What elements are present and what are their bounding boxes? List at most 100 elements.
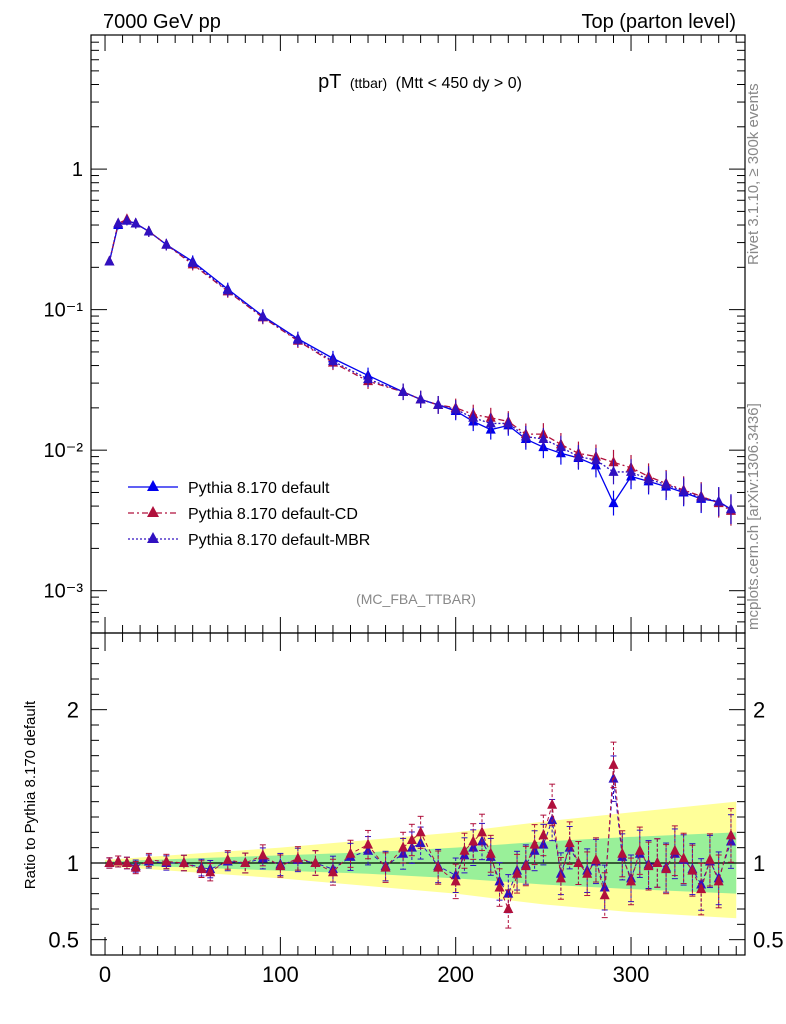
- data-point: [573, 450, 584, 461]
- data-point: [433, 398, 444, 409]
- xtick-label: 0: [99, 962, 111, 987]
- ratio-point: [643, 860, 654, 871]
- data-point: [538, 433, 549, 444]
- ratio-point: [476, 826, 487, 837]
- data-point: [485, 417, 496, 428]
- data-point: [713, 495, 724, 506]
- legend-entry: Pythia 8.170 default-CD: [128, 506, 358, 523]
- data-point: [222, 284, 233, 295]
- ratio-point: [599, 889, 610, 900]
- data-point: [415, 393, 426, 404]
- ratio-point: [161, 855, 172, 866]
- ratio-point: [363, 838, 374, 849]
- ratio-point: [327, 866, 338, 877]
- data-point: [608, 497, 619, 508]
- plot-title: pT (ttbar) (Mtt < 450 dy > 0): [318, 71, 522, 93]
- data-point: [130, 217, 141, 228]
- ratio-ytick-label: 1: [67, 851, 79, 876]
- ratio-point: [433, 861, 444, 872]
- ratio-series: [104, 741, 736, 929]
- title-main: pT: [318, 71, 341, 93]
- ratio-point: [590, 853, 601, 864]
- ratio-point: [582, 867, 593, 878]
- main-series: [104, 213, 736, 526]
- data-point: [661, 478, 672, 489]
- data-point: [398, 385, 409, 396]
- ratio-point: [599, 881, 610, 892]
- series-line: [108, 218, 732, 512]
- ratio-point: [547, 814, 558, 825]
- ratio-point: [687, 864, 698, 875]
- ratio-ytick-label-right: 1: [753, 851, 765, 876]
- ratio-point: [310, 857, 321, 867]
- ratio-point: [555, 872, 566, 883]
- ratio-point: [240, 857, 251, 867]
- ratio-point: [178, 857, 189, 867]
- ratio-ytick-label: 0.5: [48, 928, 79, 953]
- ratio-point: [634, 844, 645, 855]
- ratio-point: [196, 863, 207, 874]
- ratio-ytick-label-right: 2: [753, 698, 765, 723]
- ratio-point: [494, 881, 505, 892]
- legend-marker: [147, 506, 159, 517]
- data-point: [626, 465, 637, 476]
- data-point: [104, 255, 115, 266]
- main-ytick-label: 10⁻²: [44, 440, 84, 462]
- xtick-label: 200: [437, 962, 474, 987]
- ratio-point: [652, 857, 663, 867]
- data-point: [161, 238, 172, 249]
- data-point: [590, 454, 601, 465]
- ratio-ytick-label-right: 0.5: [753, 928, 784, 953]
- ratio-ticks: 0.5 0.5 1 1 2 2 0 100 200 300: [48, 633, 784, 987]
- ratio-point: [512, 867, 523, 878]
- ratio-series-1: [104, 741, 736, 929]
- title-sub2: (Mtt < 450 dy > 0): [396, 75, 522, 92]
- legend: Pythia 8.170 default Pythia 8.170 default…: [128, 480, 370, 549]
- series-line: [108, 219, 732, 510]
- data-point: [555, 441, 566, 452]
- ratio-point: [503, 903, 514, 913]
- main-ticks: 1 10⁻¹ 10⁻² 10⁻³: [44, 34, 745, 634]
- ratio-point: [257, 849, 268, 860]
- data-point: [696, 491, 707, 502]
- ratio-point: [363, 844, 374, 855]
- ratio-point: [704, 853, 715, 864]
- ratio-point: [459, 844, 470, 855]
- ratio-point: [415, 826, 426, 837]
- ratio-point: [617, 847, 628, 858]
- ratio-point: [292, 852, 303, 863]
- analysis-id: (MC_FBA_TTBAR): [356, 591, 476, 607]
- legend-entry: Pythia 8.170 default: [128, 480, 330, 497]
- data-point: [678, 485, 689, 496]
- main-ytick-label: 10⁻³: [44, 581, 84, 603]
- rivet-label: Rivet 3.1.10, ≥ 300k events: [745, 83, 762, 265]
- ratio-point: [661, 863, 672, 874]
- data-point: [113, 217, 124, 228]
- data-point: [363, 373, 374, 384]
- legend-marker: [147, 532, 159, 543]
- main-ytick-label: 1: [72, 159, 83, 181]
- xtick-label: 100: [262, 962, 299, 987]
- ratio-point: [468, 835, 479, 846]
- legend-label: Pythia 8.170 default-MBR: [188, 532, 370, 549]
- data-point: [725, 503, 736, 514]
- header-right: Top (parton level): [581, 11, 736, 33]
- data-point: [327, 355, 338, 366]
- ratio-point: [380, 861, 391, 872]
- ratio-point: [113, 855, 124, 866]
- ratio-point: [547, 798, 558, 809]
- data-point: [292, 333, 303, 344]
- ratio-point: [130, 861, 141, 872]
- legend-label: Pythia 8.170 default: [188, 480, 330, 497]
- data-point: [450, 403, 461, 414]
- ratio-point: [538, 829, 549, 840]
- ratio-ylabel: Ratio to Pythia 8.170 default: [22, 700, 39, 889]
- ratio-point: [406, 834, 417, 844]
- data-point: [468, 411, 479, 422]
- ratio-point: [669, 844, 680, 855]
- ratio-point: [725, 829, 736, 840]
- data-point: [608, 465, 619, 476]
- ratio-point: [104, 857, 115, 867]
- ratio-point: [626, 875, 637, 886]
- xtick-label: 300: [613, 962, 650, 987]
